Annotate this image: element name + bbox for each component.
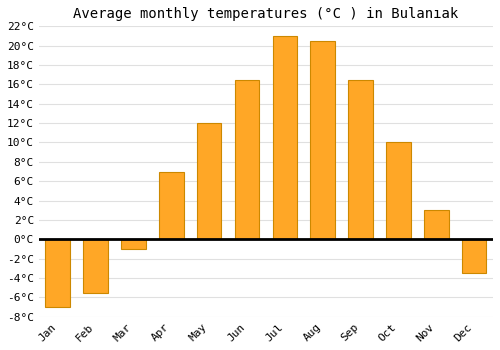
Bar (310, 41, 335, 239)
Bar (462, 239, 486, 273)
Bar (159, 172, 184, 239)
Bar (424, 210, 448, 239)
Bar (348, 79, 373, 239)
Bar (46, 239, 70, 307)
Bar (272, 36, 297, 239)
Bar (121, 239, 146, 249)
Bar (234, 79, 260, 239)
Bar (197, 123, 222, 239)
Bar (84, 239, 108, 293)
Bar (386, 142, 410, 239)
Title: Average monthly temperatures (°C ) in Bulanıak: Average monthly temperatures (°C ) in Bu… (74, 7, 458, 21)
